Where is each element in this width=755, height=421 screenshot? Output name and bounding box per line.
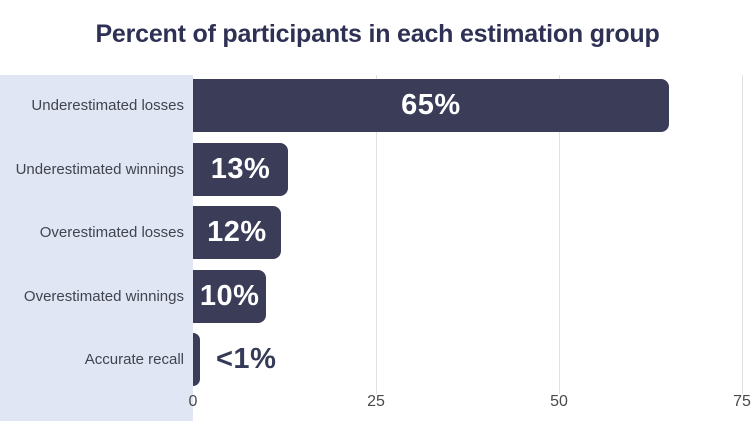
x-tick-label: 25 bbox=[367, 393, 385, 410]
bar-value-label: 65% bbox=[401, 89, 461, 121]
gridline bbox=[558, 75, 560, 394]
bar-value-label: 13% bbox=[210, 152, 271, 185]
x-tick-label: 75 bbox=[733, 393, 751, 410]
category-label: Overestimated winnings bbox=[23, 287, 184, 305]
bar-value-label: 12% bbox=[207, 216, 267, 248]
category-label: Overestimated losses bbox=[39, 224, 184, 241]
bar[interactable]: 10% bbox=[193, 269, 267, 323]
gridline bbox=[375, 75, 377, 394]
x-tick-label: 50 bbox=[550, 393, 568, 410]
bar-value-label: 10% bbox=[199, 279, 260, 312]
bar[interactable]: 65% bbox=[193, 79, 669, 132]
x-tick-label: 0 bbox=[188, 393, 198, 410]
category-label-panel bbox=[0, 75, 193, 421]
category-label: Accurate recall bbox=[84, 351, 184, 368]
bar[interactable]: 12% bbox=[193, 206, 281, 259]
category-label: Underestimated losses bbox=[31, 97, 184, 114]
category-label: Underestimated winnings bbox=[15, 160, 184, 178]
bar-value-label: <1% bbox=[216, 343, 277, 375]
bar[interactable]: 13% bbox=[193, 142, 289, 196]
bar[interactable] bbox=[193, 333, 200, 386]
gridline bbox=[741, 75, 743, 394]
chart-title: Percent of participants in each estimati… bbox=[95, 20, 660, 48]
